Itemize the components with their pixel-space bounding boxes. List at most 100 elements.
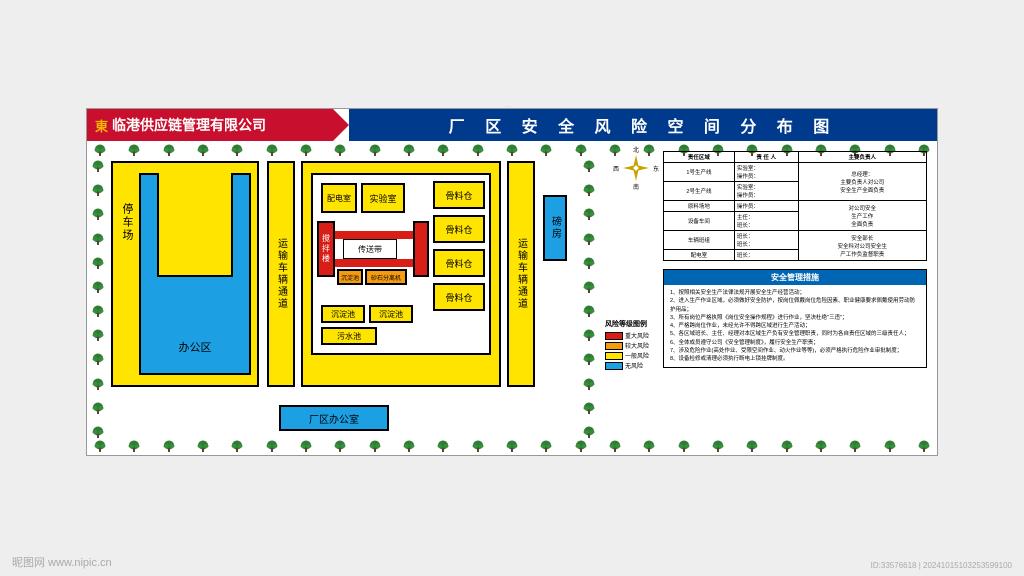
legend-label: 较大风险 <box>625 341 649 350</box>
safety-board: 東 临港供应链管理有限公司 厂 区 安 全 风 险 空 间 分 布 图 停车场 … <box>86 108 938 456</box>
measure-item: 1、按照相关安全生产法律法规开展安全生产经营活动； <box>670 289 920 297</box>
compass-w: 西 <box>613 164 619 173</box>
lab: 实验室 <box>361 183 405 213</box>
legend-title: 风险等级图例 <box>605 319 661 329</box>
tbl-h2: 责 任 人 <box>734 152 798 163</box>
tree-icon <box>91 207 105 221</box>
tree-icon <box>91 328 105 342</box>
measure-item: 4、严格跨岗位作业，未经允许不得跨区域进行生产活动； <box>670 322 920 330</box>
legend-swatch <box>605 332 623 340</box>
legend: 风险等级图例 重大风险较大风险一般风险无风险 <box>605 319 661 371</box>
tree-icon <box>127 439 141 453</box>
tree-icon <box>402 439 416 453</box>
tree-icon <box>299 143 313 157</box>
legend-item: 较大风险 <box>605 341 661 350</box>
tree-icon <box>505 439 519 453</box>
tree-icon <box>333 143 347 157</box>
compass-icon: 北 南 东 西 <box>615 147 657 189</box>
measure-item: 5、各区域班长、主任、经理对本区域生产负有安全管理职责，同时为各自责任区域的三级… <box>670 330 920 338</box>
header: 東 临港供应链管理有限公司 厂 区 安 全 风 险 空 间 分 布 图 <box>87 109 937 141</box>
legend-item: 重大风险 <box>605 331 661 340</box>
tree-icon <box>368 439 382 453</box>
tree-icon <box>582 352 596 366</box>
corridor1: 运输车辆通道 <box>267 161 295 387</box>
tree-icon <box>196 439 210 453</box>
board-title: 厂 区 安 全 风 险 空 间 分 布 图 <box>349 109 937 141</box>
sidebar: 北 南 东 西 责任区域 责 任 人 主要负责人 1号生产线实验室： 操作员：总… <box>605 145 931 453</box>
area-cell: 设备车间 <box>664 212 735 231</box>
mixer: 搅拌楼 <box>317 221 335 277</box>
header-left: 東 临港供应链管理有限公司 <box>87 109 333 141</box>
silo3: 骨料仓 <box>433 249 485 277</box>
owner-cell: 安全部长 安全科对公司安全生 产工作负监督职责 <box>798 231 927 261</box>
tree-icon <box>162 143 176 157</box>
sewage: 污水池 <box>321 327 377 345</box>
area-office: 厂区办公室 <box>279 405 389 431</box>
compass-n: 北 <box>633 145 639 154</box>
measure-item: 8、设备检修或清理必须执行断电上锁挂牌制度。 <box>670 355 920 363</box>
pond2: 沉淀池 <box>321 305 365 323</box>
tree-icon <box>582 159 596 173</box>
legend-swatch <box>605 352 623 360</box>
measures-title: 安全管理措施 <box>664 270 926 285</box>
legend-swatch <box>605 342 623 350</box>
measure-item: 7、涉及危险作业(高处作业、受限空间作业、动火作业等等)，必须严格执行危险作业审… <box>670 347 920 355</box>
responsibility-table: 责任区域 责 任 人 主要负责人 1号生产线实验室： 操作员：总经理： 主要负责… <box>663 151 927 261</box>
conv-end <box>413 221 429 277</box>
tree-icon <box>505 143 519 157</box>
compass-s: 南 <box>633 182 639 191</box>
measure-item: 3、所有岗位严格执照《岗位安全操作规程》进行作业，坚决杜绝"三违"； <box>670 314 920 322</box>
tree-icon <box>333 439 347 453</box>
tree-icon <box>299 439 313 453</box>
parking-label: 停车场 <box>119 203 135 242</box>
tree-icon <box>368 143 382 157</box>
tree-icon <box>91 377 105 391</box>
pond3: 沉淀池 <box>369 305 413 323</box>
tree-icon <box>582 328 596 342</box>
measure-item: 2、进入生产作业区域，必须做好安全防护，按岗位佩戴岗位危险因素、职业健康要求佩戴… <box>670 297 920 314</box>
tree-icon <box>196 143 210 157</box>
conveyor: 传送带 <box>343 239 397 259</box>
tree-icon <box>91 425 105 439</box>
trees-right <box>582 159 598 439</box>
person-cell: 班长： <box>734 250 798 261</box>
measure-item: 6、全体成员遵守公司《安全管理制度》，履行安全生产职责； <box>670 339 920 347</box>
tree-icon <box>91 256 105 270</box>
u-bottom: 办公区 <box>139 331 251 375</box>
tree-icon <box>436 143 450 157</box>
corridor2: 运输车辆通道 <box>507 161 535 387</box>
silo4: 骨料仓 <box>433 283 485 311</box>
silo2: 骨料仓 <box>433 215 485 243</box>
tree-icon <box>582 280 596 294</box>
tree-icon <box>582 425 596 439</box>
facility-map: 停车场 办公区 运输车辆通道 配电室 实验室 搅拌楼 传送带 砂石分离机 沉淀池… <box>111 161 577 437</box>
owner-cell: 对公司安全 生产工作 全面负责 <box>798 201 927 231</box>
trees-left <box>91 159 107 439</box>
tbl-h3: 主要负责人 <box>798 152 927 163</box>
legend-item: 一般风险 <box>605 351 661 360</box>
tree-icon <box>162 439 176 453</box>
legend-label: 一般风险 <box>625 351 649 360</box>
legend-item: 无风险 <box>605 361 661 370</box>
tree-icon <box>127 143 141 157</box>
tree-icon <box>574 143 588 157</box>
company-name: 临港供应链管理有限公司 <box>112 115 266 135</box>
compass-e: 东 <box>653 164 659 173</box>
person-cell: 班长： 班长： <box>734 231 798 250</box>
tree-icon <box>436 439 450 453</box>
content-area: 停车场 办公区 运输车辆通道 配电室 实验室 搅拌楼 传送带 砂石分离机 沉淀池… <box>87 141 937 457</box>
tree-icon <box>230 143 244 157</box>
tree-icon <box>91 183 105 197</box>
tree-icon <box>574 439 588 453</box>
tree-icon <box>582 256 596 270</box>
tree-icon <box>582 207 596 221</box>
owner-cell: 总经理： 主要负责人对公司 安全生产全面负责 <box>798 163 927 201</box>
area-cell: 2号生产线 <box>664 182 735 201</box>
legend-label: 无风险 <box>625 361 643 370</box>
tree-icon <box>539 439 553 453</box>
person-cell: 操作员： <box>734 201 798 212</box>
tree-icon <box>93 439 107 453</box>
person-cell: 实验室： 操作员： <box>734 163 798 182</box>
area-cell: 配电室 <box>664 250 735 261</box>
tree-icon <box>582 377 596 391</box>
